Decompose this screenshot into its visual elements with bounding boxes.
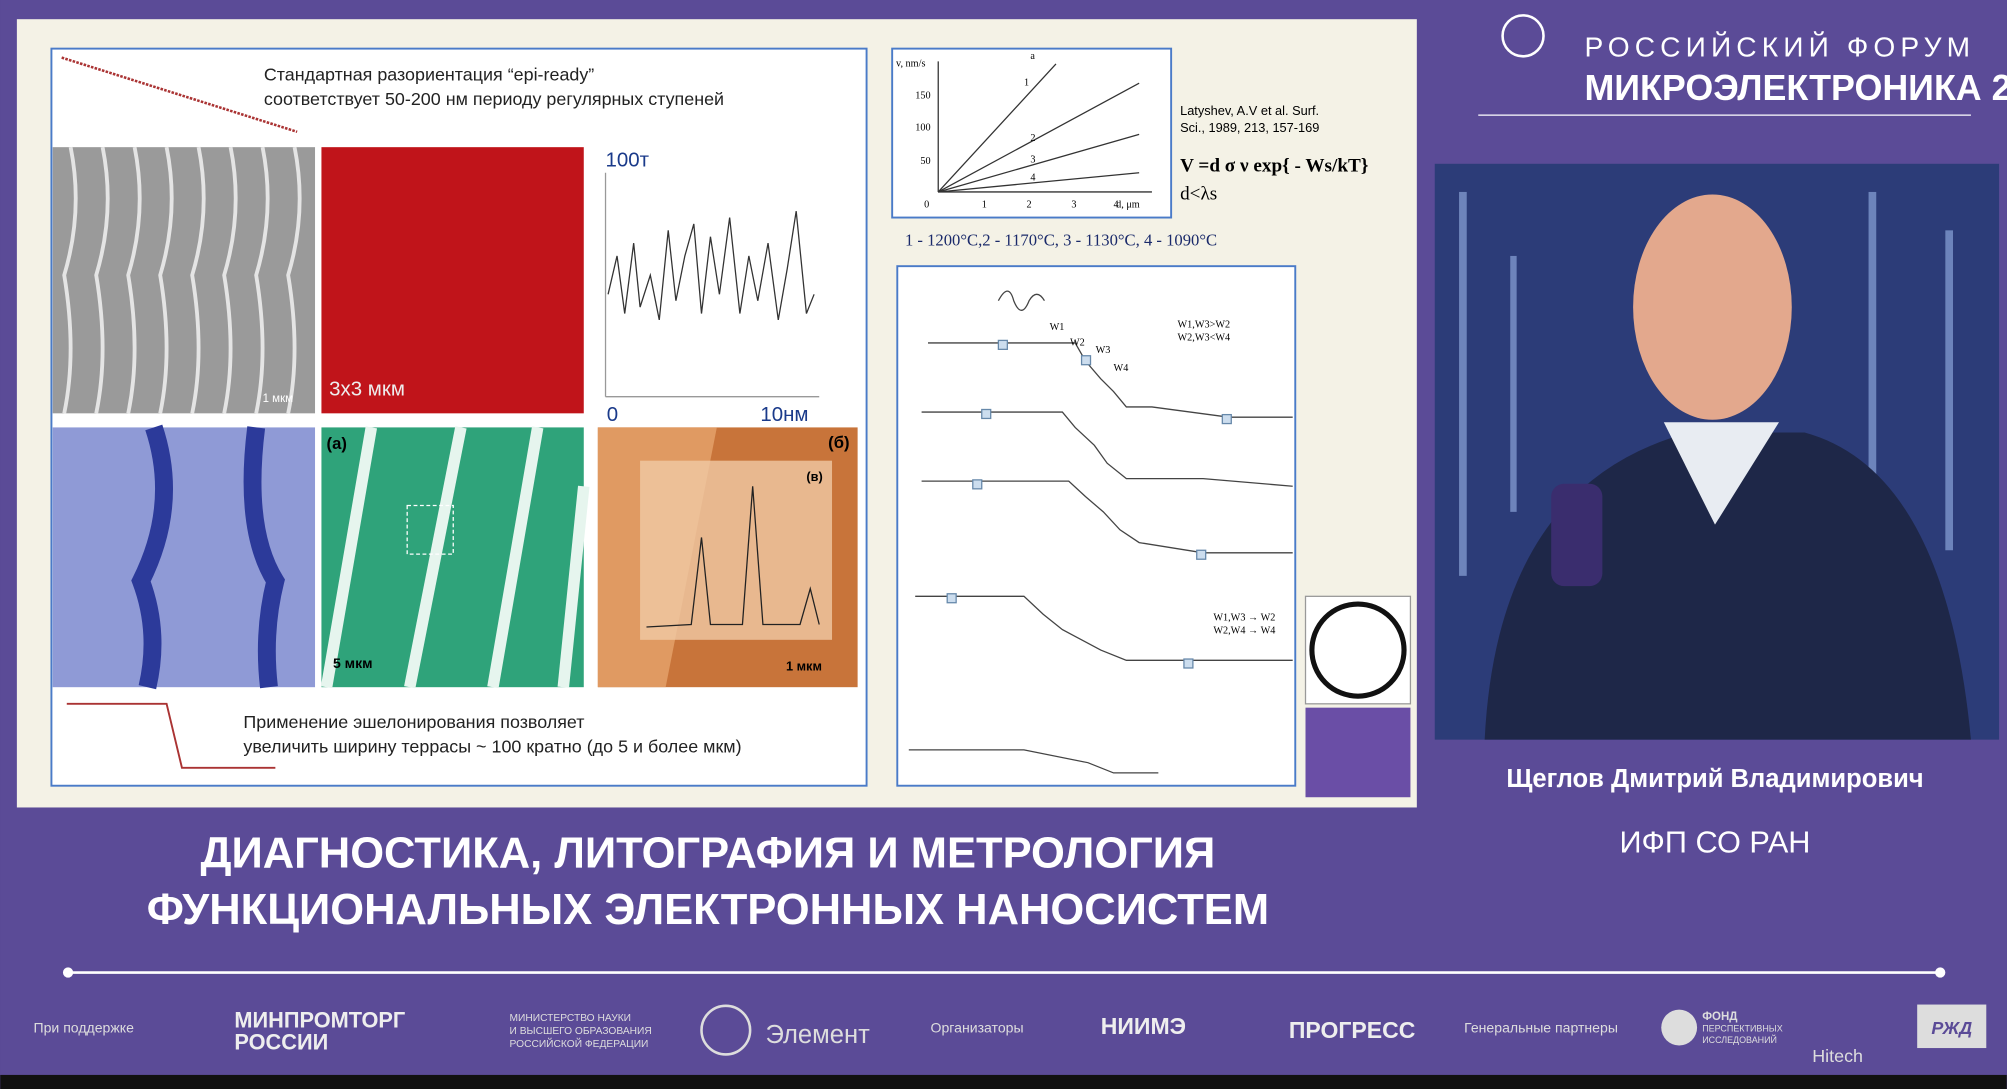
diagram-label: W3 xyxy=(1096,345,1111,356)
curve-label: 1 xyxy=(1024,78,1029,89)
stripes xyxy=(62,146,302,414)
tick-label: 150 xyxy=(915,91,930,102)
formula: d<λs xyxy=(1180,184,1217,205)
histogram xyxy=(646,486,820,628)
citation: Latyshev, A.V et al. Surf. xyxy=(1180,103,1319,118)
step-line xyxy=(61,56,298,134)
partner: ПЕРСПЕКТИВНЫХ xyxy=(1702,1023,1783,1033)
speaker-name: Щеглов Дмитрий Владимирович xyxy=(1506,765,1923,793)
partner: ИССЛЕДОВАНИЙ xyxy=(1702,1034,1777,1045)
terraces xyxy=(320,426,590,689)
sponsor: Элемент xyxy=(765,1021,870,1049)
curve-label: 4 xyxy=(1030,172,1035,183)
footer-label: Организаторы xyxy=(931,1020,1024,1036)
profile-label: 0 xyxy=(607,403,618,426)
image-label: (б) xyxy=(828,433,849,452)
axis-label: v, nm/s xyxy=(896,59,925,70)
forum-title: РОССИЙСКИЙ ФОРУМ xyxy=(1584,31,1975,62)
scale-label: 5 мкм xyxy=(333,655,373,671)
rzd-logo xyxy=(1917,1004,1987,1049)
slide-text: Стандартная разориентация “epi-ready” xyxy=(264,65,594,85)
slide-text: увеличить ширину террасы ~ 100 кратно (д… xyxy=(243,736,741,756)
slide-text: Применение эшелонирования позволяет xyxy=(243,712,584,732)
organizer: ПРОГРЕСС xyxy=(1289,1017,1416,1043)
diagram-label: W1,W3>W2 xyxy=(1178,320,1231,331)
speaker-affiliation: ИФП СО РАН xyxy=(1619,824,1810,859)
speaker-shirt xyxy=(1663,422,1779,525)
session-title: ФУНКЦИОНАЛЬНЫХ ЭЛЕКТРОННЫХ НАНОСИСТЕМ xyxy=(147,886,1269,934)
partner: ФОНД xyxy=(1702,1011,1737,1023)
tick-label: 0 xyxy=(924,199,929,210)
zoom-box xyxy=(406,504,454,555)
divider-dot xyxy=(1935,967,1946,978)
diagram-label: W2,W4 → W4 xyxy=(1213,625,1275,636)
scale-label: 1 мкм xyxy=(786,659,822,674)
step-profile xyxy=(66,702,276,769)
sponsor: РОССИЙСКОЙ ФЕДЕРАЦИИ xyxy=(510,1037,649,1050)
tick-label: 4 xyxy=(1114,199,1119,210)
forum-logo xyxy=(1305,707,1411,798)
steps xyxy=(908,290,1293,774)
profile-label: 10нм xyxy=(760,403,808,426)
fond-logo xyxy=(1661,1009,1698,1046)
diagram-label: W2 xyxy=(1070,338,1085,349)
organizer: НИИМЭ xyxy=(1101,1013,1186,1039)
sponsor: РОССИИ xyxy=(234,1029,328,1054)
speaker-head xyxy=(1633,194,1792,420)
sponsor: И ВЫСШЕГО ОБРАЗОВАНИЯ xyxy=(510,1026,652,1037)
legend: 1 - 1200°C,2 - 1170°C, 3 - 1130°C, 4 - 1… xyxy=(905,231,1217,250)
image-label: 3x3 мкм xyxy=(329,377,405,400)
tick-label: 50 xyxy=(920,156,930,167)
diagram-label: W4 xyxy=(1114,363,1129,374)
sem-image xyxy=(52,147,316,414)
bunch xyxy=(131,424,285,690)
formula: V =d σ ν exp{ - Ws/kT} xyxy=(1180,155,1368,176)
sponsor: МИНИСТЕРСТВО НАУКИ xyxy=(510,1013,631,1024)
image-label: (а) xyxy=(327,434,347,453)
microphone xyxy=(1551,483,1603,587)
element-logo xyxy=(700,1004,752,1056)
footer-label: При поддержке xyxy=(34,1020,135,1036)
bottom-band xyxy=(0,1074,2007,1089)
afm-image xyxy=(321,147,584,414)
tick-label: 2 xyxy=(1027,199,1032,210)
diagram-label: W2,W3<W4 xyxy=(1178,332,1231,343)
tick-label: 3 xyxy=(1071,199,1076,210)
session-title: ДИАГНОСТИКА, ЛИТОГРАФИЯ И МЕТРОЛОГИЯ xyxy=(200,830,1215,878)
tick-label: 1 xyxy=(982,199,987,210)
logo-mark xyxy=(1309,601,1407,699)
curve-label: 2 xyxy=(1030,133,1035,144)
curve-label: 3 xyxy=(1030,155,1035,166)
profile-label: 100т xyxy=(606,148,650,171)
diagram-label: W1,W3 → W2 xyxy=(1213,613,1275,624)
image-label: (в) xyxy=(806,469,822,484)
curves xyxy=(937,63,1140,193)
citation: Sci., 1989, 213, 157-169 xyxy=(1180,120,1319,135)
forum-title: МИКРОЭЛЕКТРОНИКА 2023 xyxy=(1584,68,2007,108)
sponsor: МИНПРОМТОРГ xyxy=(234,1008,405,1033)
speaker-suit xyxy=(1484,432,1971,740)
diagram-label: W1 xyxy=(1050,322,1065,333)
panel-label: a xyxy=(1030,51,1035,62)
scale-label: 1 мкм xyxy=(263,393,294,405)
tick-label: 100 xyxy=(915,123,930,134)
axis-label: d, μm xyxy=(1116,199,1140,210)
footer-label: Генеральные партнеры xyxy=(1464,1020,1618,1036)
partner: Hitech xyxy=(1812,1046,1863,1066)
forum-globe xyxy=(1501,14,1545,58)
profile xyxy=(607,211,815,321)
slide-text: соответствует 50-200 нм периоду регулярн… xyxy=(264,89,724,109)
histogram-inset xyxy=(640,460,833,640)
partner: РЖД xyxy=(1931,1018,1972,1038)
atoms xyxy=(946,339,1232,669)
background-lights xyxy=(1459,191,1954,576)
divider-dot xyxy=(62,967,74,978)
institute-logo xyxy=(1304,595,1412,705)
diagram-panel xyxy=(896,265,1297,787)
